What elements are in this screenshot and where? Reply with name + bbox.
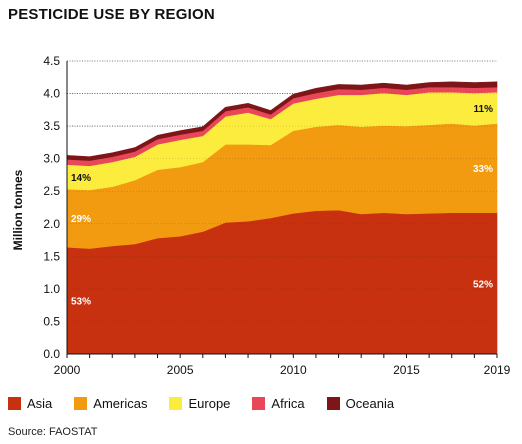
percent-label: 33% (473, 164, 493, 175)
legend-label: Americas (93, 396, 148, 411)
legend-item-asia: Asia (8, 396, 52, 411)
legend: Asia Americas Europe Africa Oceania (8, 396, 416, 411)
x-tick-label: 2005 (167, 363, 194, 377)
y-tick-label: 4.5 (43, 54, 60, 68)
percent-label: 53% (71, 297, 91, 308)
source-note: Source: FAOSTAT (8, 426, 98, 438)
y-tick-label: 2.5 (43, 184, 60, 198)
percent-label: 11% (474, 104, 494, 115)
legend-label: Oceania (345, 396, 395, 411)
legend-swatch (326, 397, 340, 410)
legend-item-africa: Africa (252, 396, 305, 411)
legend-item-europe: Europe (169, 396, 230, 411)
x-tick-label: 2019 (484, 363, 511, 377)
axes (66, 61, 498, 358)
area-oceania (66, 81, 498, 161)
y-tick-label: 4.0 (43, 87, 60, 101)
y-tick-label: 0.0 (43, 347, 60, 361)
x-tick-label: 2015 (393, 363, 420, 377)
legend-swatch (169, 397, 183, 410)
legend-swatch (252, 397, 266, 410)
legend-label: Asia (27, 396, 53, 411)
legend-swatch (74, 397, 88, 410)
x-tick-label: 2010 (280, 363, 307, 377)
legend-swatch (8, 397, 21, 410)
y-tick-label: 3.0 (43, 152, 60, 166)
y-tick-labels: 0.0 0.5 1.0 1.5 2.0 2.5 3.0 3.5 4.0 4.5 (43, 54, 60, 361)
percent-label: 52% (473, 279, 493, 290)
legend-label: Africa (271, 396, 305, 411)
chart-title: PESTICIDE USE BY REGION (8, 6, 215, 23)
y-tick-label: 1.5 (43, 249, 60, 263)
y-tick-label: 0.5 (43, 314, 60, 328)
percent-label: 14% (71, 173, 91, 184)
y-tick-label: 1.0 (43, 282, 60, 296)
y-tick-label: 3.5 (43, 119, 60, 133)
legend-item-americas: Americas (74, 396, 147, 411)
y-axis-label: Million tonnes (11, 169, 25, 250)
x-tick-label: 2000 (54, 363, 81, 377)
x-tick-labels: 2000 2005 2010 2015 2019 (54, 363, 511, 377)
legend-label: Europe (188, 396, 231, 411)
area-series (66, 60, 498, 355)
legend-item-oceania: Oceania (326, 396, 395, 411)
percent-annotations: 53% 29% 14% 52% 33% 11% (71, 104, 493, 308)
percent-label: 29% (71, 214, 91, 225)
y-tick-label: 2.0 (43, 217, 60, 231)
